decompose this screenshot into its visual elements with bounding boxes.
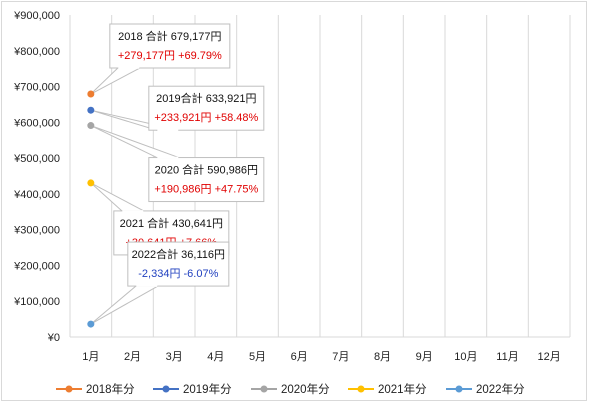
y-tick-label: ¥800,000 — [13, 46, 60, 58]
callout-diff: +233,921円 +58.48% — [154, 112, 258, 124]
y-tick-label: ¥700,000 — [13, 82, 60, 94]
callout-diff: +279,177円 +69.79% — [118, 50, 222, 62]
callout-box — [109, 23, 231, 69]
x-tick-label: 5月 — [249, 351, 266, 363]
callout-leader — [90, 285, 160, 325]
legend-label: 2021年分 — [378, 382, 427, 396]
y-tick-label: ¥200,000 — [13, 260, 60, 272]
x-tick-label: 4月 — [207, 351, 224, 363]
legend-marker — [65, 385, 73, 393]
x-tick-label: 8月 — [374, 351, 391, 363]
x-tick-label: 7月 — [332, 351, 349, 363]
legend: 2018年分 2019年分 2020年分 2021年分 2022年分 — [56, 382, 525, 396]
callout-diff: +190,986円 +47.75% — [154, 184, 258, 196]
data-point — [87, 179, 95, 187]
y-tick-label: ¥500,000 — [13, 153, 60, 165]
callout-box — [148, 157, 265, 203]
callouts: 2018 合計 679,177円 +279,177円 +69.79% 2019合計 … — [90, 23, 265, 325]
data-point — [87, 106, 95, 114]
callout-leader — [90, 182, 145, 212]
legend-label: 2022年分 — [476, 382, 525, 396]
x-axis-ticks: 1月 2月 3月 4月 5月 6月 7月 8月 9月 10月 11月 12月 — [82, 351, 561, 363]
y-axis-ticks: ¥0 ¥100,000 ¥200,000 ¥300,000 ¥400,000 ¥500,0… — [13, 10, 60, 344]
y-tick-label: ¥300,000 — [13, 225, 60, 237]
callout-diff: -2,334円 -6.07% — [138, 268, 218, 280]
y-tick-label: ¥100,000 — [13, 296, 60, 308]
gridlines — [69, 15, 571, 338]
legend-marker — [455, 385, 463, 393]
callout-title: 2019合計 633,921円 — [156, 91, 256, 105]
data-point — [87, 320, 95, 328]
legend-label: 2018年分 — [86, 382, 135, 396]
data-points — [87, 90, 95, 328]
x-tick-label: 10月 — [454, 351, 477, 363]
callout-title: 2022合計 36,116円 — [132, 247, 225, 261]
legend-label: 2019年分 — [183, 382, 232, 396]
y-tick-label: ¥0 — [47, 332, 60, 344]
legend-marker — [162, 385, 170, 393]
y-tick-label: ¥900,000 — [13, 10, 60, 22]
callout-title: 2018 合計 679,177円 — [118, 29, 221, 43]
callout-box — [127, 241, 230, 287]
data-point — [87, 122, 95, 130]
legend-label: 2020年分 — [281, 382, 330, 396]
x-tick-label: 2月 — [124, 351, 141, 363]
x-tick-label: 9月 — [416, 351, 433, 363]
callout-box — [148, 85, 265, 131]
x-tick-label: 6月 — [291, 351, 308, 363]
y-tick-label: ¥600,000 — [13, 117, 60, 129]
x-tick-label: 11月 — [496, 351, 518, 363]
legend-marker — [260, 385, 268, 393]
chart-frame — [1, 1, 587, 401]
x-tick-label: 1月 — [82, 351, 99, 363]
callout-title: 2021 合計 430,641円 — [120, 216, 223, 230]
data-point — [87, 90, 95, 98]
callout-leader — [90, 67, 141, 95]
legend-marker — [357, 385, 365, 393]
callout-title: 2020 合計 590,986円 — [155, 163, 258, 177]
x-tick-label: 3月 — [166, 351, 183, 363]
y-tick-label: ¥400,000 — [13, 189, 60, 201]
x-tick-label: 12月 — [538, 351, 561, 363]
